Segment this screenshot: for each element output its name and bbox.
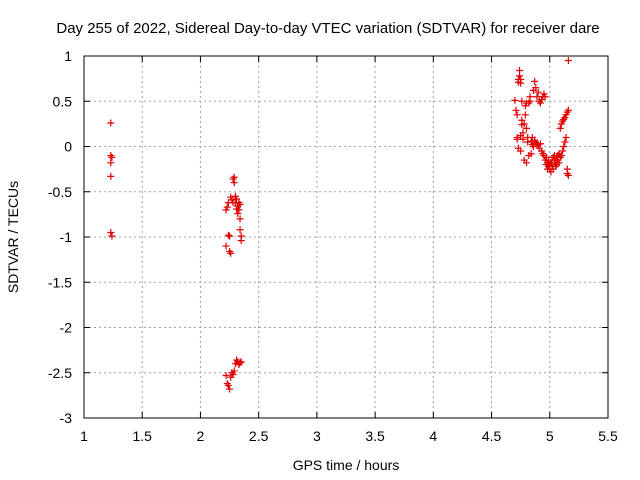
data-point: [536, 99, 544, 107]
data-point: [555, 159, 563, 167]
data-point: [563, 170, 571, 178]
data-point: [237, 358, 245, 366]
data-point: [513, 111, 521, 119]
y-tick-label: 1: [64, 48, 72, 64]
data-point: [226, 247, 234, 255]
x-tick-label: 3.5: [365, 428, 385, 444]
data-point: [227, 249, 235, 257]
data-point: [236, 215, 244, 223]
data-point: [222, 242, 230, 250]
data-point: [226, 232, 234, 240]
x-tick-label: 5.5: [598, 428, 618, 444]
data-point: [527, 150, 535, 158]
data-point: [107, 119, 115, 127]
data-point: [223, 203, 231, 211]
axis-ticks: 1 1.5 2 2.5 3 3.5 4 4.5 5 5.5 1 0.5 0 -0.5 -1 -1.5 -2 -2.…: [48, 48, 618, 444]
data-point: [534, 88, 542, 96]
chart-title: Day 255 of 2022, Sidereal Day-to-day VTE…: [56, 20, 599, 37]
x-tick-label: 5: [546, 428, 554, 444]
y-tick-label: -2.5: [48, 365, 72, 381]
data-point: [229, 371, 237, 379]
y-tick-label: -0.5: [48, 184, 72, 200]
data-point: [226, 385, 234, 393]
data-point: [560, 143, 568, 150]
data-point: [517, 147, 525, 155]
data-point: [556, 124, 564, 132]
data-point: [526, 97, 534, 105]
data-point: [519, 135, 527, 143]
data-point: [561, 138, 569, 146]
data-point: [222, 371, 230, 379]
data-point: [224, 381, 232, 389]
x-tick-label: 4: [429, 428, 437, 444]
data-point: [516, 66, 524, 74]
data-point: [230, 367, 238, 375]
y-tick-label: -1: [60, 229, 73, 245]
data-point: [230, 179, 238, 187]
data-point: [562, 133, 570, 141]
x-tick-label: 2: [197, 428, 205, 444]
data-points: [107, 57, 572, 393]
y-tick-label: 0: [64, 139, 72, 155]
data-point: [517, 79, 525, 87]
data-point: [233, 195, 241, 203]
data-point: [511, 96, 519, 104]
data-point: [107, 172, 115, 180]
data-point: [522, 124, 530, 132]
data-point: [237, 237, 245, 245]
data-point: [224, 231, 232, 239]
x-tick-label: 3: [313, 428, 321, 444]
data-point: [564, 57, 572, 65]
x-tick-label: 1.5: [132, 428, 152, 444]
data-point: [536, 140, 544, 148]
data-point: [518, 97, 526, 105]
data-point: [236, 200, 244, 208]
data-point: [235, 206, 243, 214]
x-tick-label: 2.5: [249, 428, 269, 444]
data-point: [522, 159, 530, 167]
data-point: [524, 138, 532, 146]
data-point: [512, 106, 520, 114]
data-point: [520, 120, 528, 128]
data-point: [108, 232, 116, 240]
data-point: [108, 153, 116, 161]
data-point: [527, 137, 535, 145]
data-point: [234, 209, 242, 217]
data-point: [107, 228, 115, 236]
data-point: [557, 152, 565, 160]
data-point: [107, 159, 115, 167]
data-point: [564, 171, 572, 179]
data-point: [541, 93, 549, 101]
data-point: [564, 106, 572, 114]
data-point: [519, 129, 527, 137]
x-tick-label: 1: [80, 428, 88, 444]
y-tick-label: -3: [60, 410, 73, 426]
data-point: [236, 359, 244, 367]
grid-lines: [84, 56, 608, 418]
data-point: [107, 152, 115, 160]
y-tick-label: -2: [60, 320, 73, 336]
data-point: [559, 147, 567, 155]
data-point: [532, 84, 540, 92]
x-tick-label: 4.5: [482, 428, 502, 444]
y-tick-label: 0.5: [53, 93, 73, 109]
data-point: [229, 175, 237, 183]
y-tick-label: -1.5: [48, 274, 72, 290]
data-point: [236, 226, 244, 234]
y-axis-label: SDTVAR / TECUs: [5, 181, 21, 293]
data-point: [531, 77, 539, 85]
data-point: [521, 111, 529, 119]
x-axis-label: GPS time / hours: [293, 457, 400, 473]
